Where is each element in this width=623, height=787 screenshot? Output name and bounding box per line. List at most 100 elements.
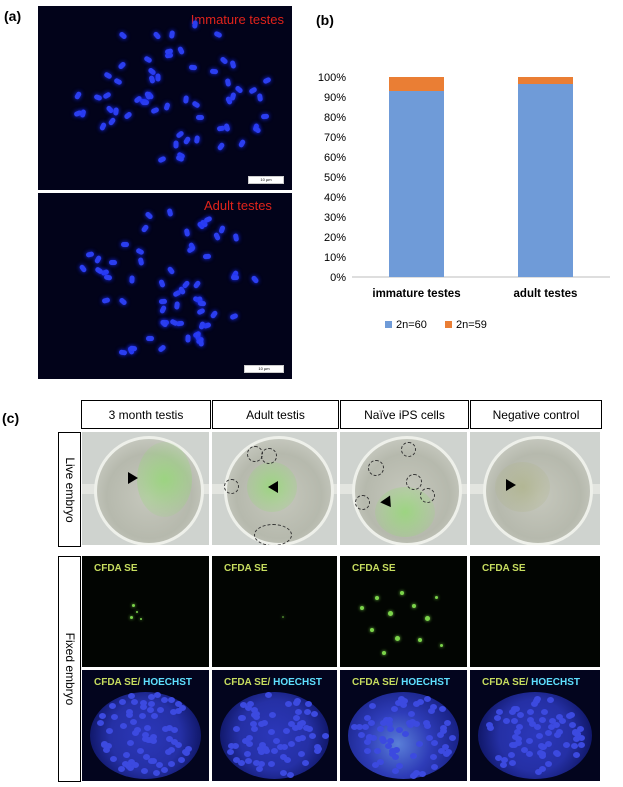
nucleus	[545, 760, 553, 767]
nucleus	[535, 732, 543, 739]
nucleus	[178, 705, 186, 712]
live-embryo-naive-ips	[340, 432, 467, 545]
nucleus	[124, 763, 132, 770]
nucleus	[141, 735, 149, 742]
chromosome	[113, 77, 123, 86]
nucleus	[380, 720, 388, 727]
column-header-naive-ips: Naïve iPS cells	[340, 400, 469, 429]
chromosome	[112, 107, 119, 116]
nucleus	[133, 727, 141, 734]
arrow-icon	[128, 472, 138, 484]
nucleus	[280, 744, 288, 751]
nucleus	[183, 749, 191, 756]
nucleus	[425, 735, 433, 742]
chromosome	[216, 141, 225, 152]
nucleus	[256, 765, 264, 772]
live-embryo-3-month-testis	[82, 432, 209, 545]
chromosome	[229, 312, 239, 321]
nucleus	[526, 709, 534, 716]
chromosome	[229, 91, 237, 101]
chromosome	[78, 264, 88, 274]
nucleus	[440, 727, 448, 734]
chromosome	[188, 64, 198, 71]
nucleus	[536, 749, 544, 756]
nucleus	[438, 705, 446, 712]
nucleus	[507, 752, 515, 759]
y-tick-label: 90%	[324, 92, 346, 104]
nucleus	[169, 709, 177, 716]
nucleus	[387, 737, 395, 744]
nucleus	[556, 728, 564, 735]
nucleus	[291, 724, 299, 731]
nucleus	[303, 709, 311, 716]
nucleus	[378, 736, 386, 743]
nucleus	[402, 731, 410, 738]
nucleus	[509, 760, 517, 767]
nucleus	[415, 740, 423, 747]
nucleus	[298, 750, 306, 757]
nucleus	[438, 747, 446, 754]
nucleus	[508, 709, 516, 716]
nucleus	[371, 761, 379, 768]
nucleus	[355, 723, 363, 730]
nucleus	[321, 732, 329, 739]
nucleus	[412, 720, 420, 727]
nucleus	[436, 732, 444, 739]
nucleus	[520, 746, 528, 753]
nucleus	[392, 754, 400, 761]
nucleus	[131, 761, 139, 768]
adult-testes-karyotype: Adult testes 10 µm	[38, 193, 292, 379]
nucleus	[227, 742, 235, 749]
chromosome	[203, 215, 213, 224]
chromosome	[103, 274, 113, 281]
nucleus	[245, 704, 253, 711]
chromosome	[256, 93, 263, 103]
live-embryo-adult-testis	[212, 432, 337, 545]
nucleus	[295, 736, 303, 743]
nucleus	[150, 712, 158, 719]
nucleus	[161, 697, 169, 704]
nucleus	[166, 725, 174, 732]
nucleus	[555, 714, 563, 721]
nucleus	[577, 741, 585, 748]
nucleus	[244, 750, 252, 757]
chromosome	[117, 61, 128, 71]
nucleus	[442, 751, 450, 758]
nucleus	[416, 698, 424, 705]
merge-negative-control: CFDA SE/ HOECHST	[470, 670, 600, 781]
nucleus	[239, 702, 247, 709]
row-label-fixed-embryo: Fixed embryo	[58, 556, 81, 782]
nucleus	[118, 766, 126, 773]
nucleus	[419, 770, 427, 777]
nucleus	[351, 723, 359, 730]
nucleus	[232, 757, 240, 764]
chromosome	[182, 95, 189, 105]
scale-bar: 10 µm	[248, 176, 284, 184]
chromosome	[194, 135, 201, 144]
nucleus	[167, 760, 175, 767]
nucleus	[268, 760, 276, 767]
chromosome-count-chart: 0% 10% 20% 30% 40% 50% 60% 70% 80% 90% 100% immatur…	[300, 40, 623, 340]
chromosome	[98, 122, 107, 132]
cfda-label: CFDA SE	[224, 563, 268, 574]
nucleus	[508, 742, 516, 749]
nucleus	[257, 745, 265, 752]
merge-3-month-testis: CFDA SE/ HOECHST	[82, 670, 209, 781]
nucleus	[400, 701, 408, 708]
nucleus	[567, 712, 575, 719]
chromosome	[157, 344, 168, 354]
nucleus	[391, 768, 399, 775]
nucleus	[385, 742, 393, 749]
nucleus	[546, 696, 554, 703]
chromosome	[121, 241, 129, 247]
nucleus	[305, 700, 313, 707]
nucleus	[571, 743, 579, 750]
nucleus	[553, 732, 561, 739]
nucleus	[410, 752, 418, 759]
nucleus	[103, 747, 111, 754]
nucleus	[98, 713, 106, 720]
nucleus	[148, 700, 156, 707]
cfda-label: CFDA SE	[482, 563, 526, 574]
nucleus	[265, 692, 273, 699]
chromosome	[118, 349, 128, 356]
